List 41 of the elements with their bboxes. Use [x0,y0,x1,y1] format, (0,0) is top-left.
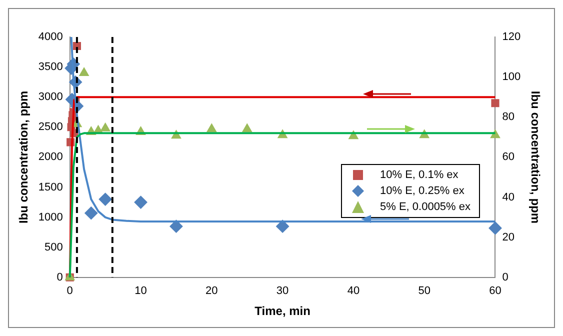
point [206,124,216,132]
y-tick-label: 1500 [38,181,63,194]
y-tick-label: 2500 [38,121,63,134]
y2-axis-title: Ibu concentration, ppm [528,90,542,224]
y-tick-label: 3500 [38,61,63,74]
y-axis-title: Ibu concentration, ppm [16,90,31,224]
y2-tick-label: 60 [502,151,514,164]
y-tick-label: 4000 [38,31,63,44]
x-tick-label: 30 [276,285,289,298]
point [170,220,183,233]
point [134,196,148,209]
y2-tick-label: 40 [502,191,514,204]
x-tick-label: 40 [347,285,360,298]
y-tick-label: 1000 [38,211,63,224]
x-tick-label: 50 [418,285,430,298]
point [488,222,502,235]
point [79,68,89,76]
x-tick-label: 20 [206,285,218,298]
x-axis-title: Time, min [254,304,310,318]
point [242,124,252,132]
point [276,220,290,233]
legend-label: 5% E, 0.0005% ex [380,200,471,215]
x-tick-label: 0 [66,285,73,298]
point [84,206,98,220]
y2-tick-label: 0 [502,271,508,284]
y-tick-label: 0 [56,271,63,284]
y2-tick-label: 120 [502,31,521,44]
legend-label: 10% E, 0.25% ex [380,184,464,199]
y2-tick-label: 20 [502,231,514,244]
point [490,130,500,138]
y2-tick-label: 80 [502,111,514,124]
point [491,99,500,108]
y-tick-label: 2000 [38,151,63,164]
y-tick-label: 500 [44,241,63,254]
x-tick-label: 60 [489,285,502,298]
y-tick-label: 3000 [38,91,63,104]
point [98,192,112,206]
x-tick-label: 10 [134,285,147,298]
y2-tick-label: 100 [502,71,521,84]
point [100,122,110,132]
legend-label: 10% E, 0.1% ex [380,168,458,183]
